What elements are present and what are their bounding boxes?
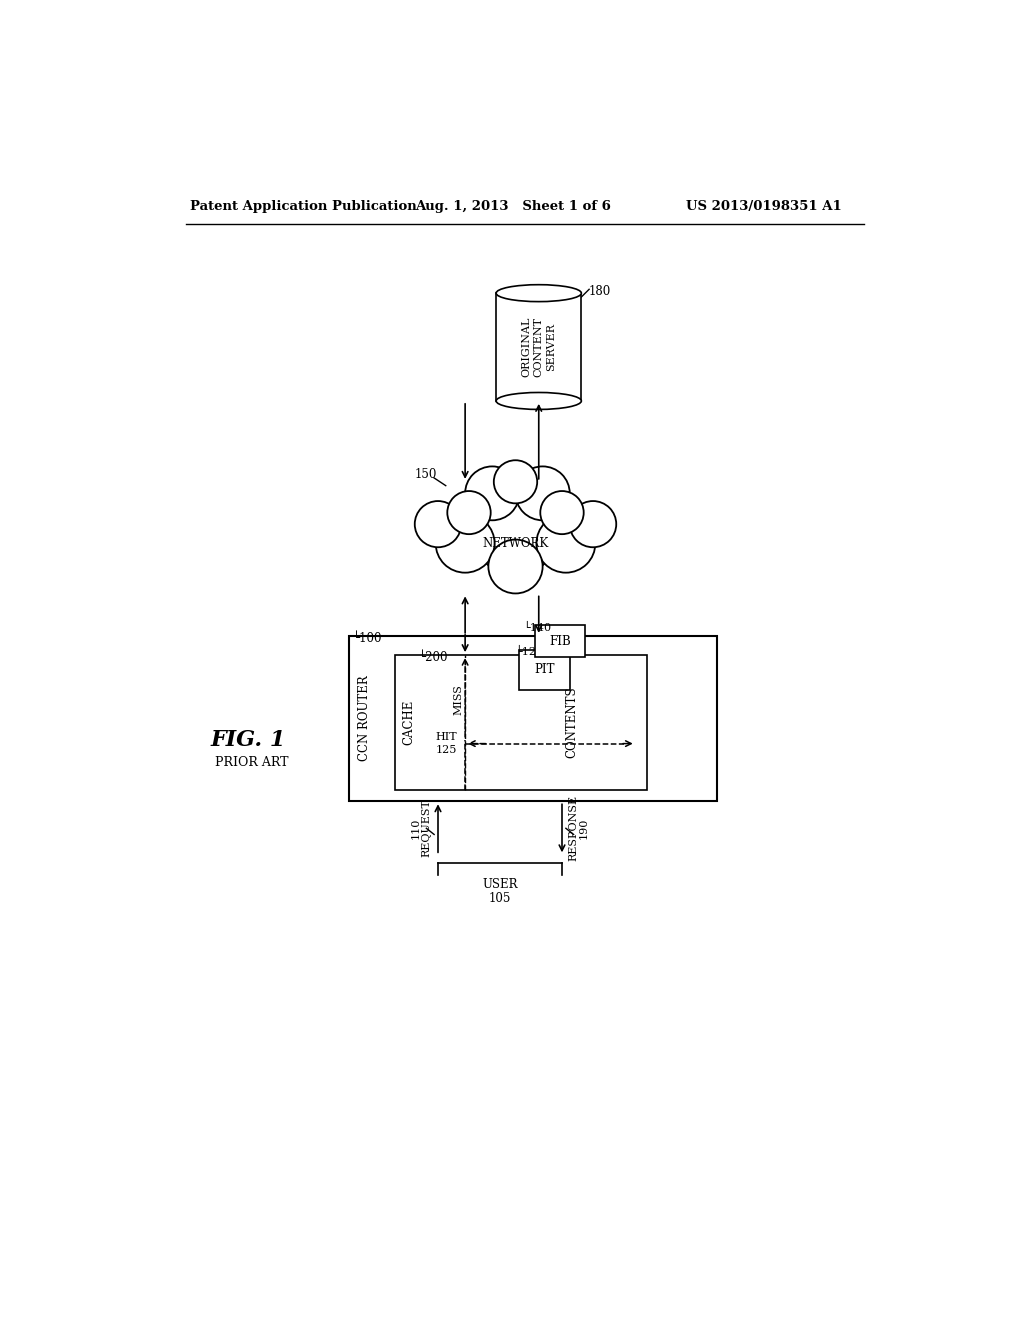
Circle shape <box>447 491 490 535</box>
Text: HIT: HIT <box>436 733 458 742</box>
Text: CCN ROUTER: CCN ROUTER <box>357 676 371 762</box>
Text: 125: 125 <box>436 746 458 755</box>
Text: 105: 105 <box>488 892 511 906</box>
Circle shape <box>465 466 519 520</box>
Text: PRIOR ART: PRIOR ART <box>215 756 289 770</box>
Circle shape <box>541 491 584 535</box>
Bar <box>519 649 569 689</box>
Circle shape <box>569 502 616 548</box>
Text: ORIGINAL
CONTENT
SERVER: ORIGINAL CONTENT SERVER <box>521 317 556 378</box>
Circle shape <box>488 540 543 594</box>
Text: RESPONSE: RESPONSE <box>568 795 579 862</box>
Bar <box>395 655 647 789</box>
Text: Patent Application Publication: Patent Application Publication <box>190 199 417 213</box>
Text: PIT: PIT <box>535 663 555 676</box>
Ellipse shape <box>496 285 582 302</box>
Circle shape <box>494 461 538 503</box>
Text: └140: └140 <box>523 623 551 632</box>
Ellipse shape <box>496 392 582 409</box>
Text: └200: └200 <box>419 651 449 664</box>
Circle shape <box>537 515 595 573</box>
Text: CONTENTS: CONTENTS <box>565 686 579 758</box>
Text: 150: 150 <box>415 467 437 480</box>
Circle shape <box>415 502 461 548</box>
Text: 110: 110 <box>411 817 421 840</box>
Text: 190: 190 <box>579 817 589 840</box>
Text: FIB: FIB <box>549 635 571 648</box>
Circle shape <box>515 466 569 520</box>
Text: CACHE: CACHE <box>402 700 416 744</box>
Text: MISS: MISS <box>454 684 464 714</box>
Circle shape <box>475 496 556 576</box>
Text: US 2013/0198351 A1: US 2013/0198351 A1 <box>686 199 842 213</box>
Text: └120: └120 <box>515 647 544 657</box>
Text: 180: 180 <box>589 285 611 298</box>
Text: USER: USER <box>482 878 518 891</box>
Text: └100: └100 <box>352 632 382 645</box>
Text: REQUEST: REQUEST <box>422 800 432 857</box>
Text: FIG. 1: FIG. 1 <box>211 729 286 751</box>
Bar <box>496 293 582 401</box>
Text: NETWORK: NETWORK <box>482 537 549 550</box>
Bar <box>535 626 586 657</box>
Bar <box>349 636 717 801</box>
Text: Aug. 1, 2013   Sheet 1 of 6: Aug. 1, 2013 Sheet 1 of 6 <box>415 199 610 213</box>
Circle shape <box>435 515 495 573</box>
